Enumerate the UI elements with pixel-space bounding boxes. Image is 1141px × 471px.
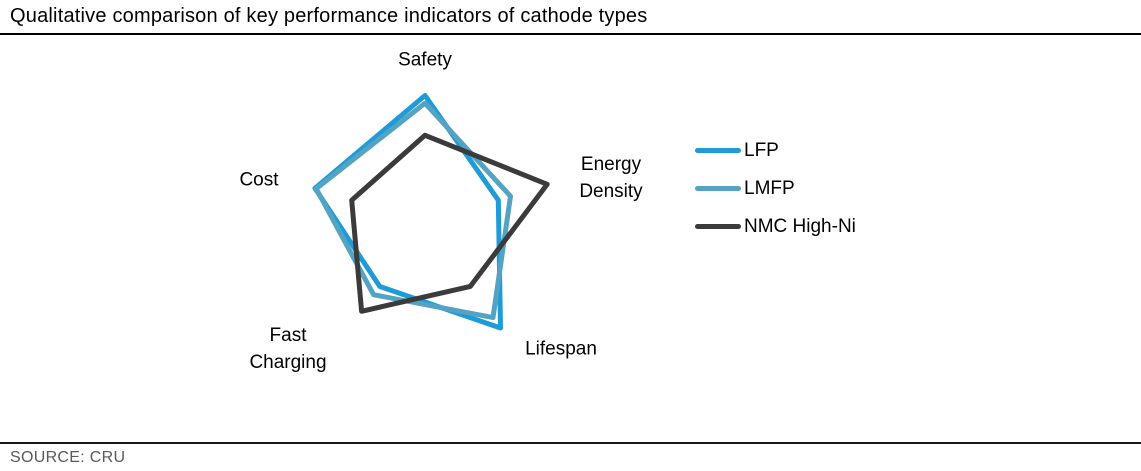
title-divider bbox=[0, 33, 1141, 35]
legend-label-lmfp: LMFP bbox=[744, 177, 795, 199]
axis-label-fast-charging: Fast Charging bbox=[249, 325, 327, 373]
axis-label-cost: Cost bbox=[239, 169, 279, 191]
chart-legend: LFP LMFP NMC High-Ni bbox=[695, 138, 856, 239]
radar-polygon-nmc-high-ni bbox=[349, 132, 550, 314]
axis-label-safety: Safety bbox=[398, 49, 452, 71]
legend-label-lfp: LFP bbox=[744, 139, 779, 161]
radar-polygon-lmfp bbox=[313, 100, 513, 321]
legend-label-nmc: NMC High-Ni bbox=[744, 215, 856, 237]
axis-label-energy-density: Energy Density bbox=[579, 154, 643, 202]
radar-polygon-lfp bbox=[312, 93, 503, 331]
legend-item-lfp: LFP bbox=[695, 138, 856, 163]
nmc-line-swatch-icon bbox=[695, 224, 741, 229]
axis-label-lifespan: Lifespan bbox=[525, 338, 597, 360]
footer-divider bbox=[0, 442, 1141, 444]
legend-item-lmfp: LMFP bbox=[695, 176, 856, 201]
source-attribution: SOURCE: CRU bbox=[10, 449, 126, 466]
chart-title: Qualitative comparison of key performanc… bbox=[10, 5, 648, 27]
lmfp-line-swatch-icon bbox=[695, 186, 741, 191]
legend-item-nmc: NMC High-Ni bbox=[695, 214, 856, 239]
lfp-line-swatch-icon bbox=[695, 148, 741, 153]
